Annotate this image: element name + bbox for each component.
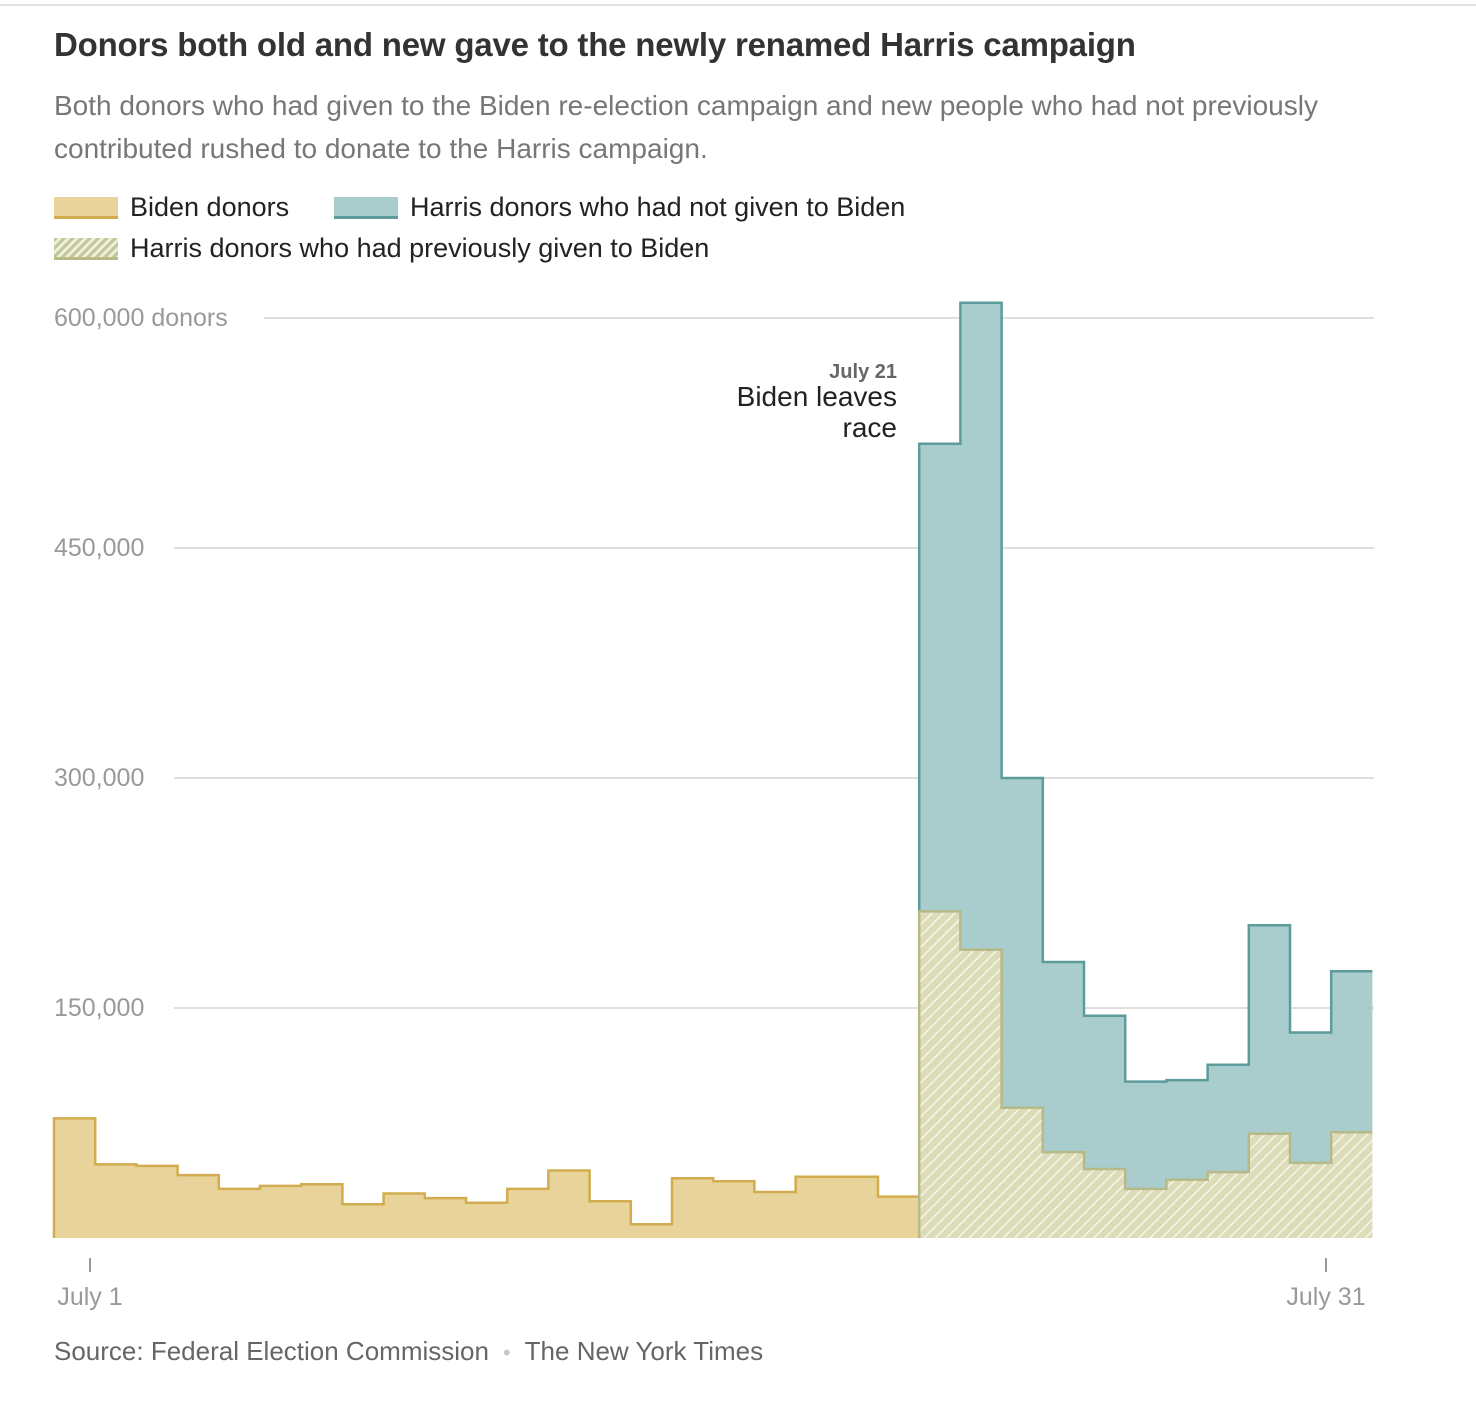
harris-prev-donors-area [919,911,1373,1238]
legend-swatch-harris-prev-donors [54,237,118,260]
top-rule [0,4,1476,6]
y-tick-label: 150,000 [54,994,144,1022]
harris-new-donors-line [917,301,1373,1083]
biden-donors-line [52,1117,920,1238]
x-tick-label: July 31 [1286,1283,1365,1311]
legend-item-harris-prev-donors: Harris donors who had previously given t… [54,233,709,264]
grid-lines [174,317,1374,1009]
chart-title: Donors both old and new gave to the newl… [54,26,1136,63]
legend-label-harris-prev-donors: Harris donors who had previously given t… [130,233,710,263]
annotation-date: July 21 [829,361,897,383]
chart-subtitle: Both donors who had given to the Biden r… [54,90,1318,164]
y-tick-label: 450,000 [54,534,144,562]
source-note: Source: Federal Election Commission [54,1336,489,1366]
y-axis-labels: 150,000 300,000 450,000 600,000 donors [54,304,228,1022]
harris-prev-donors-line [917,910,1373,1238]
x-tick-label: July 1 [57,1283,122,1311]
legend-item-biden-donors: Biden donors [54,192,289,223]
legend-swatch-harris-new-donors [334,196,398,219]
annotation: July 21 Biden leaves race [737,361,897,443]
footer: Source: Federal Election Commission • The … [54,1336,763,1367]
y-tick-label: 600,000 donors [54,304,228,332]
legend-swatch-biden-donors [54,196,118,219]
legend-label-harris-new-donors: Harris donors who had not given to Biden [410,192,906,222]
footer-separator-dot: • [502,1340,511,1365]
annotation-text-line-2: race [843,412,897,443]
legend-label-biden-donors: Biden donors [130,192,290,222]
x-axis: July 1 July 31 [57,1258,1366,1311]
biden-donors-area [54,1118,920,1238]
legend-item-harris-new-donors: Harris donors who had not given to Biden [334,192,905,223]
credit-note: The New York Times [524,1336,764,1366]
y-tick-label: 300,000 [54,764,144,792]
series-areas [52,301,1373,1238]
harris-new-donors-area [919,302,1373,1189]
annotation-text-line-1: Biden leaves [737,381,897,412]
